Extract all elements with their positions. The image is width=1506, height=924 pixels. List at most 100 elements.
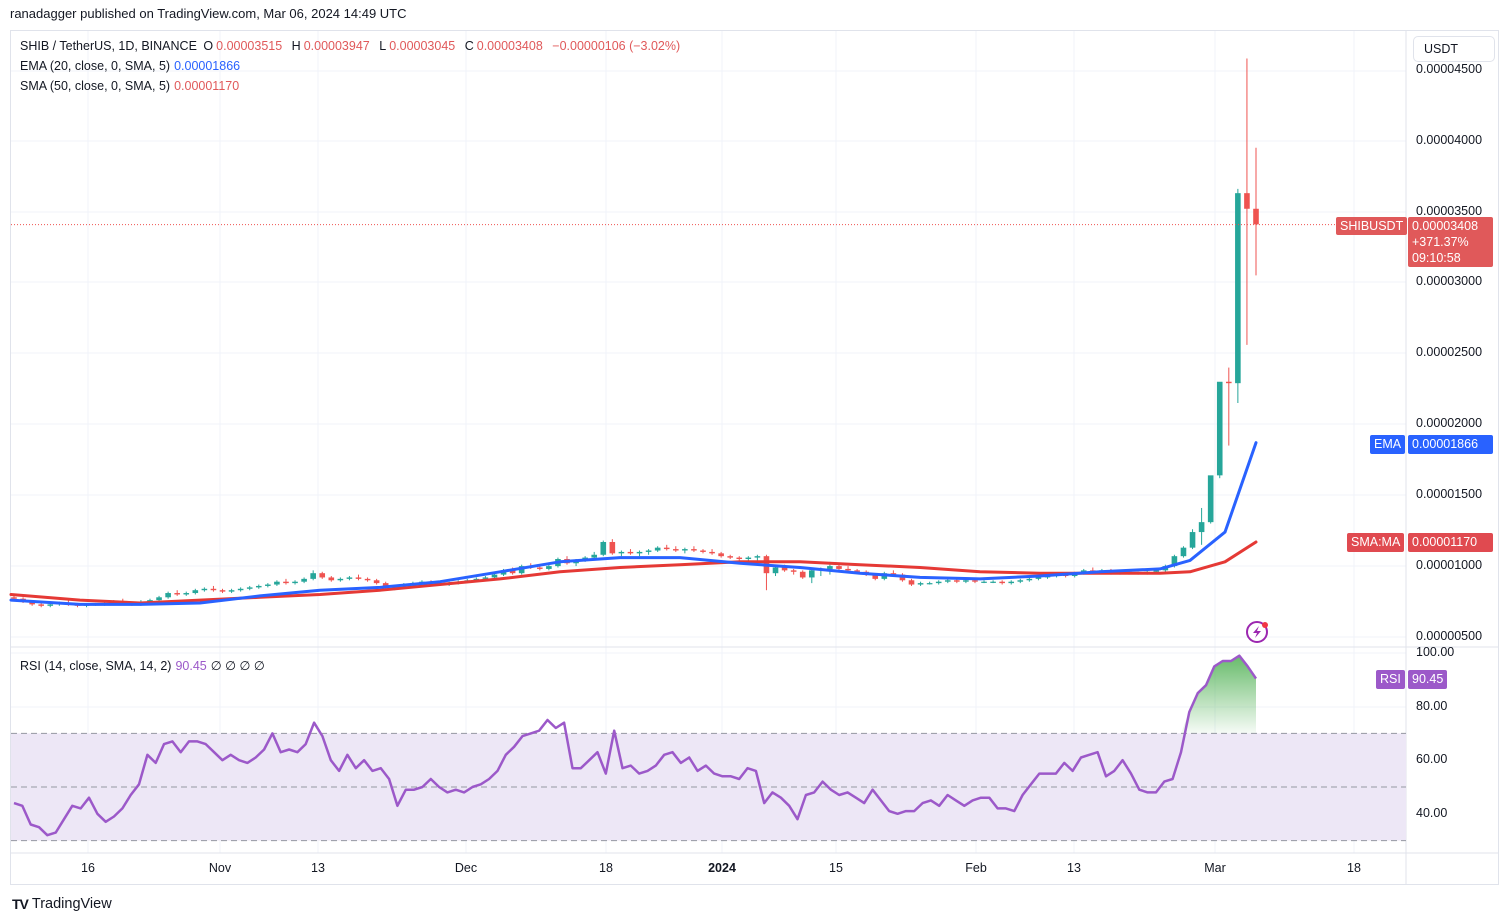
candle-body [926,583,933,585]
time-tick: 13 [1067,861,1081,875]
close-value: 0.00003408 [476,39,543,53]
candle-body [237,588,244,591]
candle-body [1189,532,1196,548]
candle-body [854,570,860,572]
candle-body [1235,193,1241,384]
candle-body [219,590,226,592]
candle-body [827,566,833,569]
candle-body [228,590,235,592]
rsi-legend[interactable]: RSI (14, close, SMA, 14, 2) 90.45 ∅ ∅ ∅ ∅ [20,656,265,676]
candle-body [537,567,543,569]
sma-legend-label: SMA (50, close, 0, SMA, 5) [20,79,171,93]
candle-body [1008,581,1015,584]
low-label: L [379,39,387,53]
price-tick: 0.00003000 [1416,274,1483,288]
candle-body [663,547,670,550]
open-value: 0.00003515 [216,39,283,53]
sma-legend[interactable]: SMA (50, close, 0, SMA, 5) 0.00001170 [20,76,239,96]
high-value: 0.00003947 [303,39,370,53]
ema-20-line [9,441,1258,606]
candle-body [292,581,298,584]
candle-body [156,597,162,601]
candle-body [954,580,960,582]
candle-body [355,577,362,579]
time-tick: 18 [599,861,613,875]
candle-body [700,550,706,552]
candle-body [736,557,743,560]
symbol-name[interactable]: SHIB / TetherUS, 1D, BINANCE [20,39,197,53]
candle-body [246,587,253,589]
chart-frame [10,30,1499,885]
change-value: −0.00000106 (−3.02%) [552,39,681,53]
time-tick: 18 [1347,861,1361,875]
time-tick: 16 [81,861,95,875]
candle-body [38,604,44,606]
candle-body [29,601,35,605]
candle-body [192,590,199,594]
rsi-tick: 80.00 [1416,699,1448,713]
price-tick: 0.00000500 [1416,629,1483,643]
ema-legend[interactable]: EMA (20, close, 0, SMA, 5) 0.00001866 [20,56,240,76]
candle-body [546,566,552,569]
candle-body [917,583,924,585]
rsi-overbought-fill [1181,655,1256,734]
lightning-event-icon[interactable] [1246,621,1268,643]
candle-body [274,581,280,585]
time-tick: Feb [965,861,987,875]
sma-tag-badge: SMA:MA [1347,533,1405,552]
rsi-value-badge: 90.45 [1408,670,1448,689]
candle-body [328,577,335,581]
candle-body [618,551,625,554]
ema-legend-label: EMA (20, close, 0, SMA, 5) [20,59,171,73]
candle-body [790,570,797,572]
candle-body [1216,381,1223,476]
tradingview-logo-icon: TV [12,896,29,912]
candle-body [727,556,733,558]
currency-button[interactable]: USDT [1413,36,1495,62]
candle-body [645,550,652,552]
rsi-legend-extra: ∅ ∅ ∅ ∅ [210,659,265,673]
rsi-tick: 40.00 [1416,806,1448,820]
candle-body [691,549,697,551]
candle-body [609,541,616,554]
time-tick: 15 [829,861,843,875]
candle-body [1253,208,1259,225]
candle-body [283,581,289,584]
candle-body [1017,580,1024,582]
candle-body [808,570,815,578]
open-label: O [203,39,214,53]
candle-body [174,593,180,595]
candle-body [382,583,389,588]
candle-body [1026,578,1033,581]
time-tick: 13 [311,861,325,875]
candle-body [319,573,326,578]
bar-countdown: 09:10:58 [1412,251,1461,265]
rsi-tick: 100.00 [1416,645,1455,659]
candle-body [346,577,353,579]
price-tick: 0.00004000 [1416,133,1483,147]
tradingview-footer[interactable]: TV TradingView [12,896,112,912]
candle-body [201,588,208,591]
candle-body [944,580,951,582]
candle-body [1180,547,1187,557]
rsi-tick: 60.00 [1416,752,1448,766]
candle-body [373,580,380,584]
candle-body [908,580,915,585]
symbol-badge: SHIBUSDT [1336,217,1408,235]
candle-body [1207,475,1214,523]
tradingview-brand: TradingView [31,896,112,912]
price-tick: 0.00002500 [1416,345,1483,359]
candle-body [627,551,634,554]
candle-body [636,551,643,554]
candle-body [654,547,661,551]
candle-body [1226,381,1232,384]
candle-body [600,541,607,555]
sma-price-badge: 0.00001170 [1408,533,1493,552]
candle-body [210,588,217,591]
candle-body [935,581,942,584]
candle-body [981,581,987,583]
candle-body [799,571,806,578]
candle-body [47,604,54,606]
candle-body [482,577,489,579]
